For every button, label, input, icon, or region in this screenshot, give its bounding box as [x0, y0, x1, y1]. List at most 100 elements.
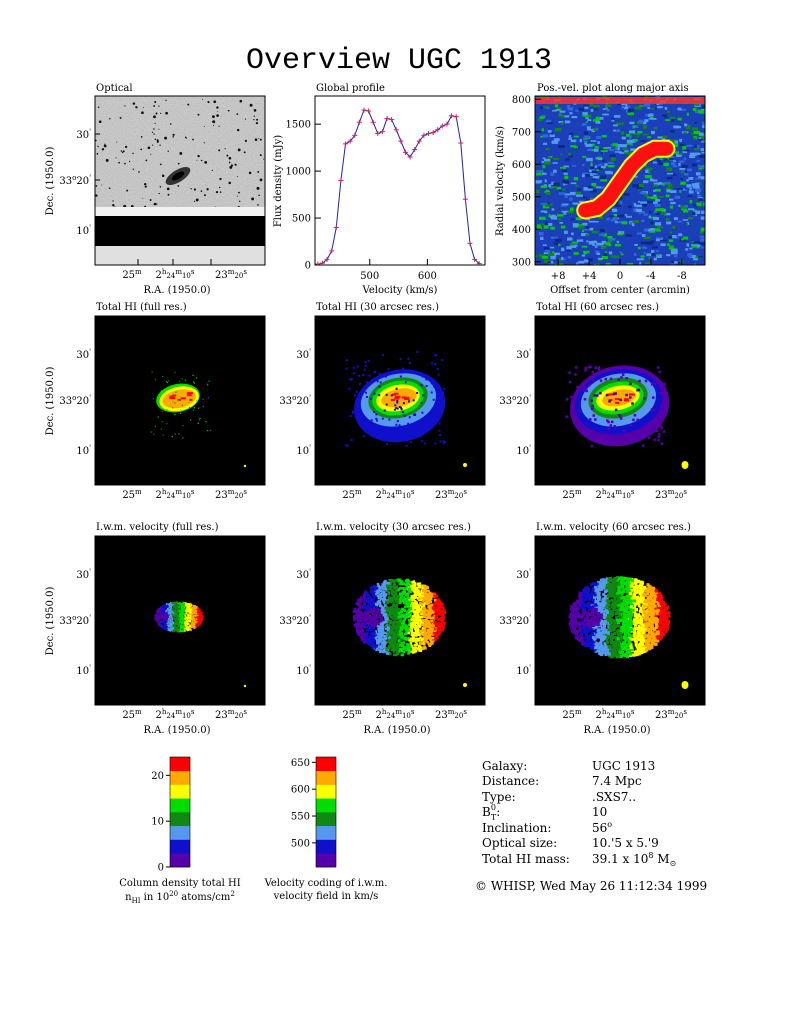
optical-star	[121, 151, 124, 154]
vel-cell	[398, 616, 402, 619]
vel-cell	[607, 608, 611, 611]
pv-noise-cell	[605, 147, 611, 149]
optical-star	[159, 144, 161, 146]
vel-cell	[161, 607, 163, 610]
optical-star	[200, 159, 203, 162]
pv-noise-cell	[548, 262, 555, 265]
vel-cell	[635, 636, 639, 640]
optical-star	[160, 112, 162, 115]
vel-cell	[195, 616, 198, 619]
vel-cell	[368, 621, 372, 624]
vel-cell	[379, 586, 383, 589]
pv-noise-cell	[569, 242, 573, 246]
pv-noise-cell	[567, 107, 574, 111]
pv-noise-cell	[608, 243, 612, 247]
vel-cell	[184, 607, 186, 610]
vel-cell	[416, 612, 420, 615]
pv-noise-cell	[565, 158, 571, 161]
pv-noise-cell	[552, 162, 558, 164]
hi-speck	[396, 399, 399, 402]
vel-cell	[441, 617, 444, 621]
vel-cell	[443, 622, 446, 625]
hi-speck	[396, 407, 399, 410]
vel-cell	[364, 616, 367, 620]
vel-cell	[169, 612, 171, 614]
pv-noise-cell	[569, 112, 573, 115]
pv-noise-cell	[583, 228, 589, 231]
vel-cell	[183, 627, 186, 630]
pv-noise-cell	[649, 178, 654, 182]
vel-cell	[165, 612, 168, 614]
vel-cell	[400, 627, 403, 630]
vel-cell	[619, 606, 623, 610]
vel-cell	[427, 594, 430, 597]
optical-star	[216, 114, 219, 117]
vel-cell	[399, 629, 402, 632]
hi-speck	[172, 407, 174, 409]
hi-speck	[385, 403, 388, 406]
vel-cell	[386, 629, 390, 633]
vel-cell	[394, 591, 398, 594]
vel-cell	[393, 631, 396, 634]
vel-cell	[368, 624, 371, 628]
hi-speck	[365, 396, 368, 399]
vel-cell	[396, 600, 400, 604]
pv-noise-cell	[632, 126, 635, 129]
vel-cell	[660, 596, 664, 600]
vel-cell	[433, 594, 436, 597]
vel-cell	[414, 604, 417, 607]
pv-noise-cell	[602, 159, 606, 162]
pv-noise-cell	[642, 234, 646, 237]
vel-30-title: I.w.m. velocity (30 arcsec res.)	[316, 522, 471, 533]
vel-cell	[376, 594, 380, 598]
pv-noise-cell	[564, 194, 568, 198]
pv-noise-cell	[638, 105, 644, 107]
vel-cell	[404, 616, 408, 619]
hi-speck	[571, 407, 575, 411]
vel-cell	[403, 626, 407, 629]
vel-cell	[400, 633, 404, 636]
pv-noise-cell	[625, 234, 632, 237]
pv-noise-cell	[629, 222, 633, 225]
vel-cell	[396, 612, 399, 616]
vel-cell	[360, 635, 363, 638]
hi-speck	[364, 361, 367, 364]
hi-speck	[658, 370, 661, 374]
pv-noise-cell	[548, 184, 551, 188]
pv-noise-cell	[646, 228, 652, 232]
vel-cell	[181, 612, 184, 615]
hi-speck	[632, 418, 635, 422]
vel-cell	[393, 590, 396, 593]
vel-cell	[201, 614, 204, 617]
pv-noise-cell	[564, 115, 570, 118]
vel-cell	[375, 643, 379, 647]
hi-speck	[662, 430, 666, 433]
pv-noise-cell	[688, 208, 695, 211]
vel-cell	[172, 614, 175, 616]
pv-noise-cell	[682, 188, 685, 190]
hi-speck	[425, 385, 428, 388]
hi-speck	[355, 390, 358, 393]
pv-noise-cell	[640, 201, 647, 204]
pv-noise-cell	[568, 210, 574, 214]
vel-cell	[376, 640, 379, 643]
vel-cell	[388, 598, 391, 602]
hi-speck	[365, 381, 368, 384]
vel-cell	[371, 632, 374, 635]
pv-noise-cell	[592, 244, 596, 246]
vel-cell	[415, 643, 418, 647]
gp-marker	[375, 131, 381, 137]
pv-noise-cell	[587, 185, 593, 189]
vel-cell	[594, 585, 598, 589]
vel-cell	[629, 629, 633, 633]
vel-cell	[162, 620, 164, 622]
hi-speck	[571, 403, 574, 406]
pv-noise-cell	[586, 198, 590, 201]
vel-cell	[193, 626, 196, 628]
vel-cell	[181, 617, 183, 620]
vel-cell	[188, 611, 191, 614]
pv-noise-cell	[602, 113, 609, 116]
pv-noise-cell	[653, 189, 656, 192]
pv-noise-cell	[578, 260, 585, 264]
vel-cell	[197, 614, 199, 617]
